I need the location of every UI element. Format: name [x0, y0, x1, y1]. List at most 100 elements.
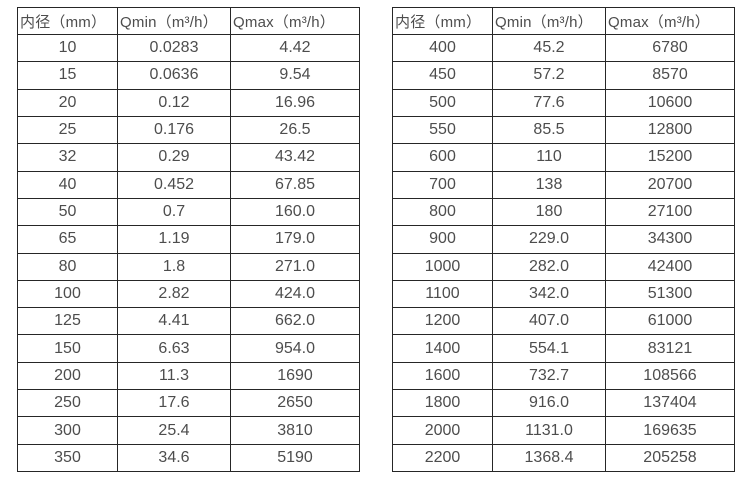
table-cell: 0.7: [117, 197, 231, 227]
table-cell: 300: [17, 416, 118, 445]
table-cell: 34300: [605, 225, 735, 254]
table-cell: 282.0: [492, 252, 606, 281]
table-row: 800 180 27100: [392, 197, 735, 227]
table-cell: 67.85: [230, 170, 360, 199]
flow-spec-table-large-diameters: 内径（mm） Qmin（m³/h） Qmax（m³/h） 400 45.2 6780 45…: [392, 7, 735, 473]
table-cell: 40: [17, 170, 118, 199]
table-cell: 11.3: [117, 361, 231, 391]
table-row: 65 1.19 179.0: [17, 225, 360, 254]
table-cell: 0.176: [117, 115, 231, 145]
table-row: 1100 342.0 51300: [392, 279, 735, 309]
header-row: 内径（mm） Qmin（m³/h） Qmax（m³/h）: [17, 7, 360, 35]
table-cell: 4.41: [117, 307, 231, 336]
table-cell: 15200: [605, 143, 735, 172]
table-cell: 100: [17, 279, 118, 309]
table-cell: 800: [392, 197, 493, 227]
column-header: Qmin（m³/h）: [117, 7, 231, 35]
table-cell: 700: [392, 170, 493, 199]
table-row: 2200 1368.4 205258: [392, 443, 735, 473]
table-cell: 12800: [605, 115, 735, 145]
table-row: 450 57.2 8570: [392, 61, 735, 90]
table-cell: 229.0: [492, 225, 606, 254]
table-cell: 2000: [392, 416, 493, 445]
table-row: 150 6.63 954.0: [17, 334, 360, 363]
table-cell: 200: [17, 361, 118, 391]
table-cell: 150: [17, 334, 118, 363]
table-cell: 342.0: [492, 279, 606, 309]
table-cell: 180: [492, 197, 606, 227]
column-header: 内径（mm）: [17, 7, 118, 35]
table-cell: 1.8: [117, 252, 231, 281]
table-cell: 554.1: [492, 334, 606, 363]
table-cell: 1600: [392, 361, 493, 391]
table-row: 550 85.5 12800: [392, 115, 735, 145]
table-row: 125 4.41 662.0: [17, 307, 360, 336]
table-cell: 424.0: [230, 279, 360, 309]
table-cell: 77.6: [492, 88, 606, 117]
table-cell: 600: [392, 143, 493, 172]
table-cell: 1000: [392, 252, 493, 281]
flow-spec-table-small-diameters: 内径（mm） Qmin（m³/h） Qmax（m³/h） 10 0.0283 4.42 1…: [17, 7, 360, 473]
table-cell: 4.42: [230, 33, 360, 63]
table-row: 25 0.176 26.5: [17, 115, 360, 145]
table-cell: 0.452: [117, 170, 231, 199]
table-row: 250 17.6 2650: [17, 389, 360, 418]
table-row: 2000 1131.0 169635: [392, 416, 735, 445]
table-cell: 1100: [392, 279, 493, 309]
table-row: 600 110 15200: [392, 143, 735, 172]
table-cell: 110: [492, 143, 606, 172]
table-cell: 61000: [605, 307, 735, 336]
table-cell: 43.42: [230, 143, 360, 172]
table-cell: 9.54: [230, 61, 360, 90]
table-cell: 3810: [230, 416, 360, 445]
table-cell: 732.7: [492, 361, 606, 391]
table-cell: 2650: [230, 389, 360, 418]
table-cell: 205258: [605, 443, 735, 473]
column-header: 内径（mm）: [392, 7, 493, 35]
table-row: 1200 407.0 61000: [392, 307, 735, 336]
table-row: 1600 732.7 108566: [392, 361, 735, 391]
table-row: 15 0.0636 9.54: [17, 61, 360, 90]
table-cell: 1800: [392, 389, 493, 418]
table-cell: 5190: [230, 443, 360, 473]
column-header: Qmax（m³/h）: [230, 7, 360, 35]
column-header: Qmax（m³/h）: [605, 7, 735, 35]
table-cell: 15: [17, 61, 118, 90]
table-cell: 6.63: [117, 334, 231, 363]
table-cell: 20: [17, 88, 118, 117]
table-cell: 10600: [605, 88, 735, 117]
table-cell: 6780: [605, 33, 735, 63]
table-cell: 50: [17, 197, 118, 227]
table-cell: 0.12: [117, 88, 231, 117]
table-row: 100 2.82 424.0: [17, 279, 360, 309]
table-cell: 45.2: [492, 33, 606, 63]
table-cell: 25.4: [117, 416, 231, 445]
table-row: 10 0.0283 4.42: [17, 33, 360, 63]
table-cell: 16.96: [230, 88, 360, 117]
table-cell: 169635: [605, 416, 735, 445]
table-cell: 10: [17, 33, 118, 63]
table-row: 80 1.8 271.0: [17, 252, 360, 281]
table-cell: 271.0: [230, 252, 360, 281]
table-cell: 407.0: [492, 307, 606, 336]
table-cell: 83121: [605, 334, 735, 363]
table-cell: 108566: [605, 361, 735, 391]
table-cell: 51300: [605, 279, 735, 309]
table-cell: 138: [492, 170, 606, 199]
table-cell: 550: [392, 115, 493, 145]
table-cell: 17.6: [117, 389, 231, 418]
table-cell: 1.19: [117, 225, 231, 254]
table-row: 1000 282.0 42400: [392, 252, 735, 281]
table-cell: 2.82: [117, 279, 231, 309]
table-row: 40 0.452 67.85: [17, 170, 360, 199]
column-header: Qmin（m³/h）: [492, 7, 606, 35]
table-cell: 350: [17, 443, 118, 473]
table-cell: 500: [392, 88, 493, 117]
table-cell: 8570: [605, 61, 735, 90]
table-row: 350 34.6 5190: [17, 443, 360, 473]
table-cell: 20700: [605, 170, 735, 199]
table-cell: 34.6: [117, 443, 231, 473]
table-cell: 2200: [392, 443, 493, 473]
table-cell: 57.2: [492, 61, 606, 90]
table-row: 1800 916.0 137404: [392, 389, 735, 418]
